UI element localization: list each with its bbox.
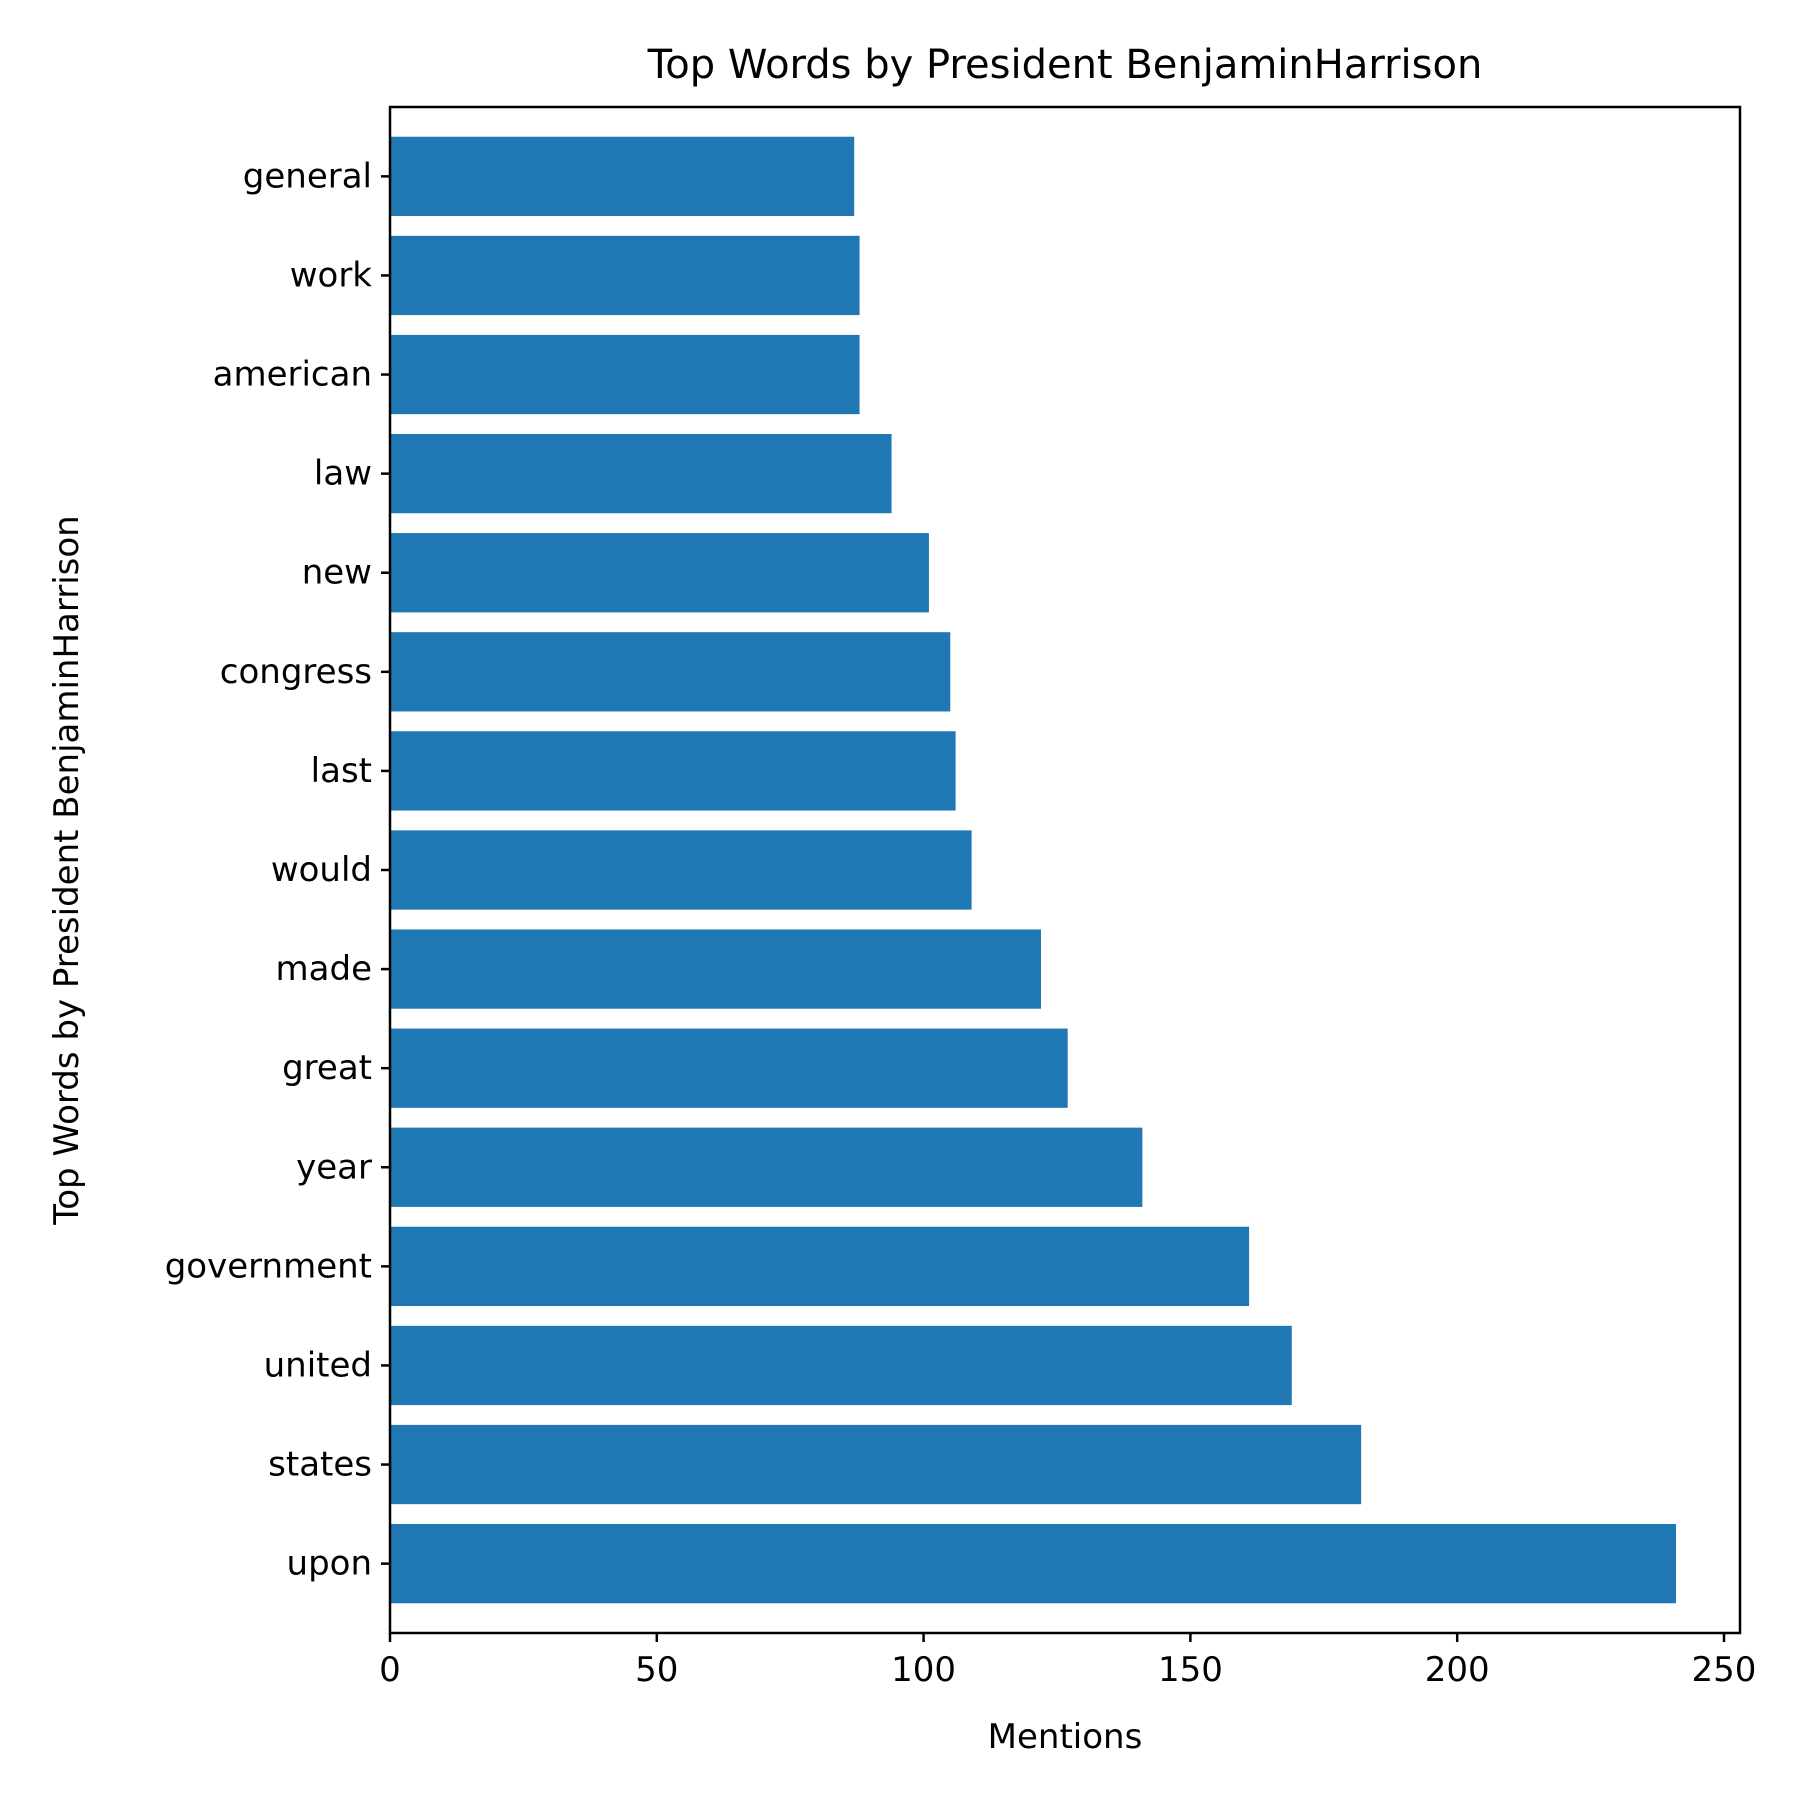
x-tick-label: 250 <box>1692 1650 1757 1690</box>
bar-general <box>390 136 855 216</box>
chart-title: Top Words by President BenjaminHarrison <box>647 42 1483 88</box>
x-tick-label: 100 <box>891 1650 956 1690</box>
x-tick-label: 50 <box>635 1650 678 1690</box>
bar-would <box>390 830 972 910</box>
y-tick-label: made <box>276 949 372 989</box>
bar-american <box>390 334 860 415</box>
bar-upon <box>390 1524 1676 1604</box>
y-axis-ticks: upon states united government year great made w… <box>165 156 390 1584</box>
y-tick-label: year <box>296 1147 372 1187</box>
x-tick-label: 150 <box>1158 1650 1223 1690</box>
y-tick-label: upon <box>287 1544 372 1584</box>
bar-new <box>390 533 929 613</box>
y-tick-label: would <box>271 850 372 890</box>
bar-law <box>390 434 892 514</box>
y-tick-label: government <box>165 1246 372 1286</box>
y-tick-label: states <box>268 1445 372 1485</box>
y-axis-label: Top Words by President BenjaminHarrison <box>47 515 87 1225</box>
bar-government <box>390 1226 1250 1306</box>
bar-work <box>390 235 860 316</box>
y-tick-label: american <box>213 355 372 395</box>
bar-great <box>390 1028 1068 1108</box>
bar-year <box>390 1127 1143 1207</box>
y-tick-label: law <box>314 454 372 494</box>
x-tick-label: 0 <box>379 1650 401 1690</box>
bars-group <box>390 136 1676 1604</box>
bar-congress <box>390 632 951 712</box>
x-tick-label: 200 <box>1425 1650 1490 1690</box>
bar-last <box>390 731 956 811</box>
y-tick-label: united <box>264 1345 372 1385</box>
y-tick-label: last <box>311 751 372 791</box>
y-tick-label: general <box>243 156 372 196</box>
x-axis-label: Mentions <box>988 1717 1143 1757</box>
bar-made <box>390 929 1041 1009</box>
bar-united <box>390 1325 1292 1406</box>
y-tick-label: new <box>302 553 372 593</box>
y-tick-label: great <box>282 1048 372 1088</box>
x-axis-ticks: 0 50 100 150 200 250 <box>379 1633 1756 1690</box>
y-tick-label: congress <box>220 652 372 692</box>
y-tick-label: work <box>290 255 373 295</box>
bar-states <box>390 1424 1362 1505</box>
